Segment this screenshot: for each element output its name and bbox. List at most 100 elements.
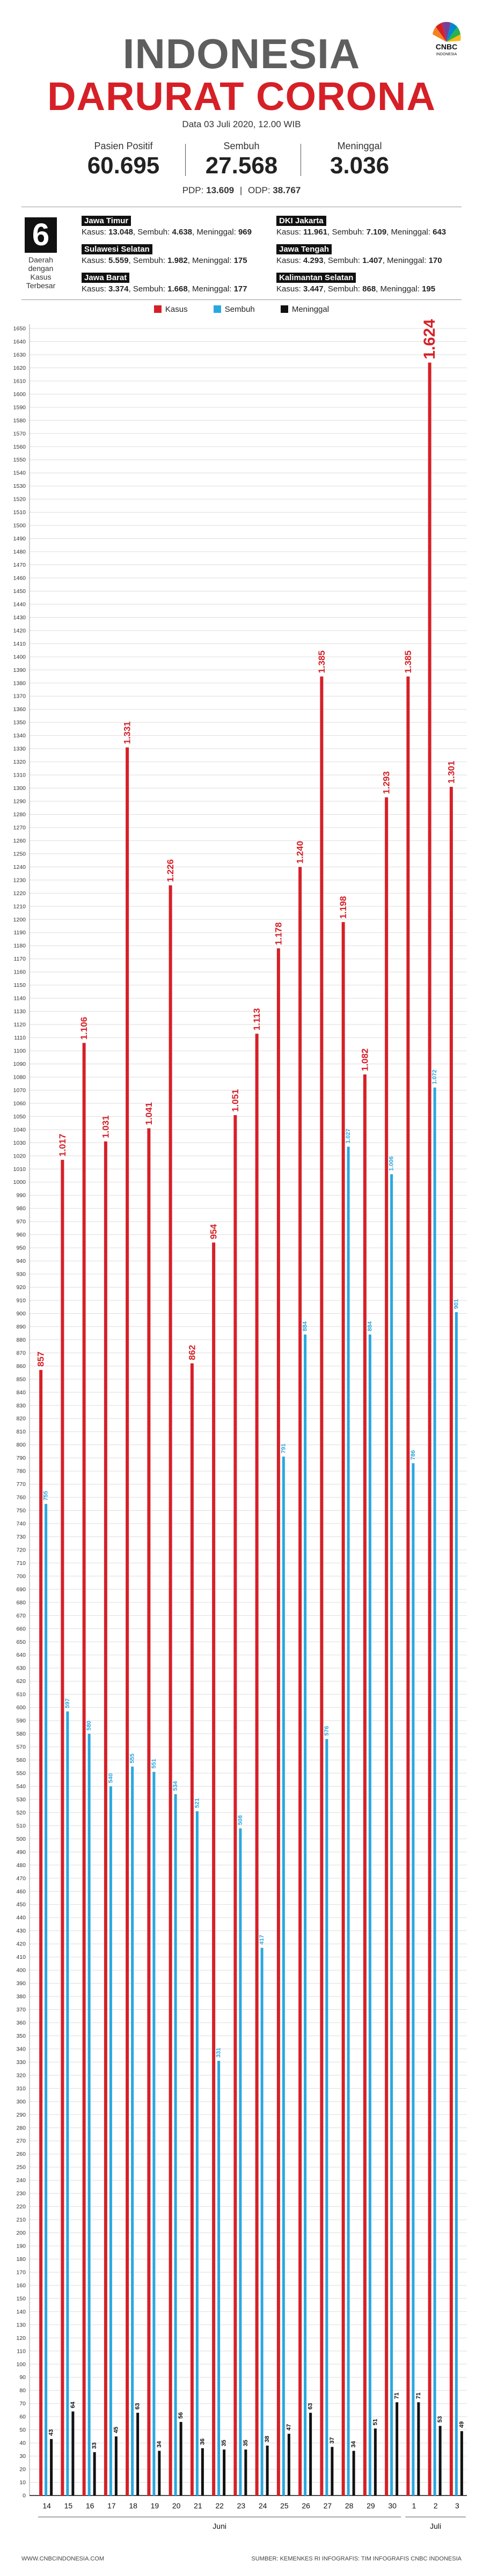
y-tick-label: 620 <box>16 1678 26 1685</box>
y-tick-label: 1240 <box>13 864 26 870</box>
data-label-kasus: 1.082 <box>360 1049 370 1072</box>
y-tick-label: 580 <box>16 1731 26 1737</box>
y-tick-label: 670 <box>16 1613 26 1619</box>
bar-meninggal-18 <box>136 2413 139 2496</box>
y-tick-label: 1460 <box>13 575 26 581</box>
y-tick-label: 10 <box>19 2479 26 2486</box>
y-tick-label: 800 <box>16 1442 26 1448</box>
y-tick-label: 180 <box>16 2256 26 2263</box>
x-tick-label: 29 <box>367 2501 375 2510</box>
y-tick-label: 40 <box>19 2440 26 2447</box>
bar-meninggal-28 <box>353 2451 355 2496</box>
bar-sembuh-23 <box>239 1828 241 2496</box>
y-tick-label: 820 <box>16 1416 26 1422</box>
data-label-sembuh: 1.006 <box>389 1157 395 1172</box>
y-tick-label: 900 <box>16 1311 26 1317</box>
y-tick-label: 920 <box>16 1284 26 1291</box>
y-tick-label: 1280 <box>13 811 26 818</box>
y-tick-label: 250 <box>16 2164 26 2171</box>
bar-kasus-28 <box>342 922 345 2496</box>
data-label-meninggal: 35 <box>243 2440 249 2446</box>
y-tick-label: 1200 <box>13 917 26 923</box>
y-tick-label: 550 <box>16 1770 26 1777</box>
y-tick-label: 1480 <box>13 549 26 555</box>
y-tick-label: 1640 <box>13 339 26 345</box>
y-tick-label: 470 <box>16 1875 26 1882</box>
data-label-kasus: 1.331 <box>122 721 133 744</box>
y-tick-label: 810 <box>16 1429 26 1435</box>
y-tick-label: 140 <box>16 2309 26 2315</box>
bar-kasus-25 <box>277 948 280 2496</box>
footer-source: SUMBER: KEMENKES RI INFOGRAFIS: TIM INFO… <box>251 2556 462 2562</box>
x-tick-label: 20 <box>172 2501 181 2510</box>
y-tick-label: 760 <box>16 1495 26 1501</box>
data-label-kasus: 1.293 <box>382 771 392 794</box>
data-label-meninggal: 34 <box>156 2441 163 2448</box>
data-label-meninggal: 34 <box>350 2441 357 2448</box>
data-label-kasus: 1.113 <box>252 1008 262 1031</box>
y-tick-label: 240 <box>16 2177 26 2184</box>
bar-meninggal-20 <box>180 2422 182 2496</box>
y-tick-label: 340 <box>16 2046 26 2052</box>
x-tick-label: 22 <box>215 2501 224 2510</box>
data-label-sembuh: 884 <box>367 1321 373 1331</box>
y-tick-label: 790 <box>16 1455 26 1461</box>
y-tick-label: 560 <box>16 1757 26 1763</box>
bar-kasus-1 <box>406 677 409 2496</box>
y-tick-label: 130 <box>16 2322 26 2328</box>
bar-kasus-17 <box>104 1141 107 2496</box>
data-label-sembuh: 597 <box>64 1699 71 1708</box>
data-label-meninggal: 71 <box>415 2392 422 2399</box>
y-tick-label: 60 <box>19 2414 26 2420</box>
data-label-kasus: 1.041 <box>144 1102 154 1125</box>
y-tick-label: 1590 <box>13 404 26 411</box>
data-label-sembuh: 901 <box>453 1299 459 1309</box>
y-tick-label: 160 <box>16 2282 26 2289</box>
y-tick-label: 870 <box>16 1350 26 1356</box>
x-tick-label: 19 <box>151 2501 159 2510</box>
y-tick-label: 1090 <box>13 1061 26 1067</box>
y-tick-label: 1040 <box>13 1126 26 1133</box>
y-tick-label: 1050 <box>13 1114 26 1120</box>
data-label-sembuh: 331 <box>216 2048 222 2058</box>
y-tick-label: 610 <box>16 1692 26 1698</box>
data-label-meninggal: 64 <box>70 2401 76 2408</box>
bar-meninggal-24 <box>266 2446 269 2496</box>
y-tick-label: 730 <box>16 1534 26 1540</box>
y-tick-label: 1260 <box>13 838 26 844</box>
bar-meninggal-15 <box>71 2411 74 2496</box>
data-label-meninggal: 38 <box>264 2436 270 2442</box>
data-label-kasus: 1.624 <box>421 319 438 359</box>
y-tick-label: 1230 <box>13 877 26 883</box>
x-tick-label: 23 <box>237 2501 246 2510</box>
data-label-sembuh: 534 <box>172 1781 179 1791</box>
bar-sembuh-3 <box>455 1312 458 2496</box>
y-tick-label: 170 <box>16 2269 26 2275</box>
bar-kasus-3 <box>450 787 453 2496</box>
y-tick-label: 770 <box>16 1481 26 1488</box>
data-label-meninggal: 47 <box>286 2424 292 2431</box>
y-tick-label: 70 <box>19 2401 26 2407</box>
y-tick-label: 1500 <box>13 523 26 529</box>
bar-meninggal-1 <box>417 2402 420 2496</box>
bar-meninggal-30 <box>396 2402 398 2496</box>
y-tick-label: 1290 <box>13 799 26 805</box>
data-label-meninggal: 36 <box>199 2439 206 2445</box>
data-label-sembuh: 555 <box>129 1753 136 1763</box>
y-tick-label: 1650 <box>13 326 26 332</box>
y-tick-label: 400 <box>16 1967 26 1974</box>
y-tick-label: 460 <box>16 1889 26 1895</box>
y-tick-label: 1070 <box>13 1087 26 1094</box>
y-tick-label: 330 <box>16 2059 26 2066</box>
data-label-sembuh: 580 <box>86 1721 92 1730</box>
x-tick-label: 28 <box>345 2501 354 2510</box>
y-tick-label: 410 <box>16 1954 26 1960</box>
x-tick-label: 17 <box>107 2501 116 2510</box>
data-label-sembuh: 551 <box>151 1759 157 1768</box>
data-label-meninggal: 37 <box>329 2437 335 2443</box>
y-tick-label: 710 <box>16 1560 26 1567</box>
data-label-kasus: 1.017 <box>57 1134 68 1157</box>
y-tick-label: 1130 <box>13 1008 26 1015</box>
y-tick-label: 90 <box>19 2374 26 2381</box>
bar-sembuh-1 <box>412 1463 414 2496</box>
